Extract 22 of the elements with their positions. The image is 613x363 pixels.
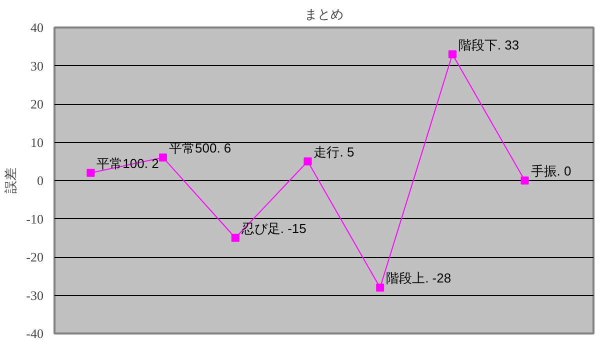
data-label: 階段下. 33	[458, 37, 520, 52]
point	[520, 176, 529, 184]
data-label: 走行. 5	[314, 144, 354, 160]
y-tick-label: 30	[30, 58, 44, 74]
y-tick-label: -20	[26, 250, 44, 264]
point	[376, 284, 384, 292]
y-tick-label: 20	[30, 96, 44, 112]
y-tick-label: 0	[37, 173, 44, 188]
y-tick-label: -40	[26, 326, 44, 341]
data-label: 手振. 0	[530, 164, 572, 178]
y-axis-title: 誤差	[3, 168, 18, 194]
y-tick-label: -30	[26, 288, 44, 303]
point	[304, 157, 312, 166]
y-tick-label: -10	[26, 211, 44, 226]
point	[448, 50, 456, 58]
point	[159, 154, 168, 162]
data-label: 階段上. -28	[386, 270, 452, 286]
point	[86, 168, 95, 177]
chart-title: まとめ	[304, 8, 344, 22]
y-tick-label: 10	[30, 134, 44, 150]
y-tick-label: 40	[30, 20, 44, 35]
point	[231, 234, 240, 242]
